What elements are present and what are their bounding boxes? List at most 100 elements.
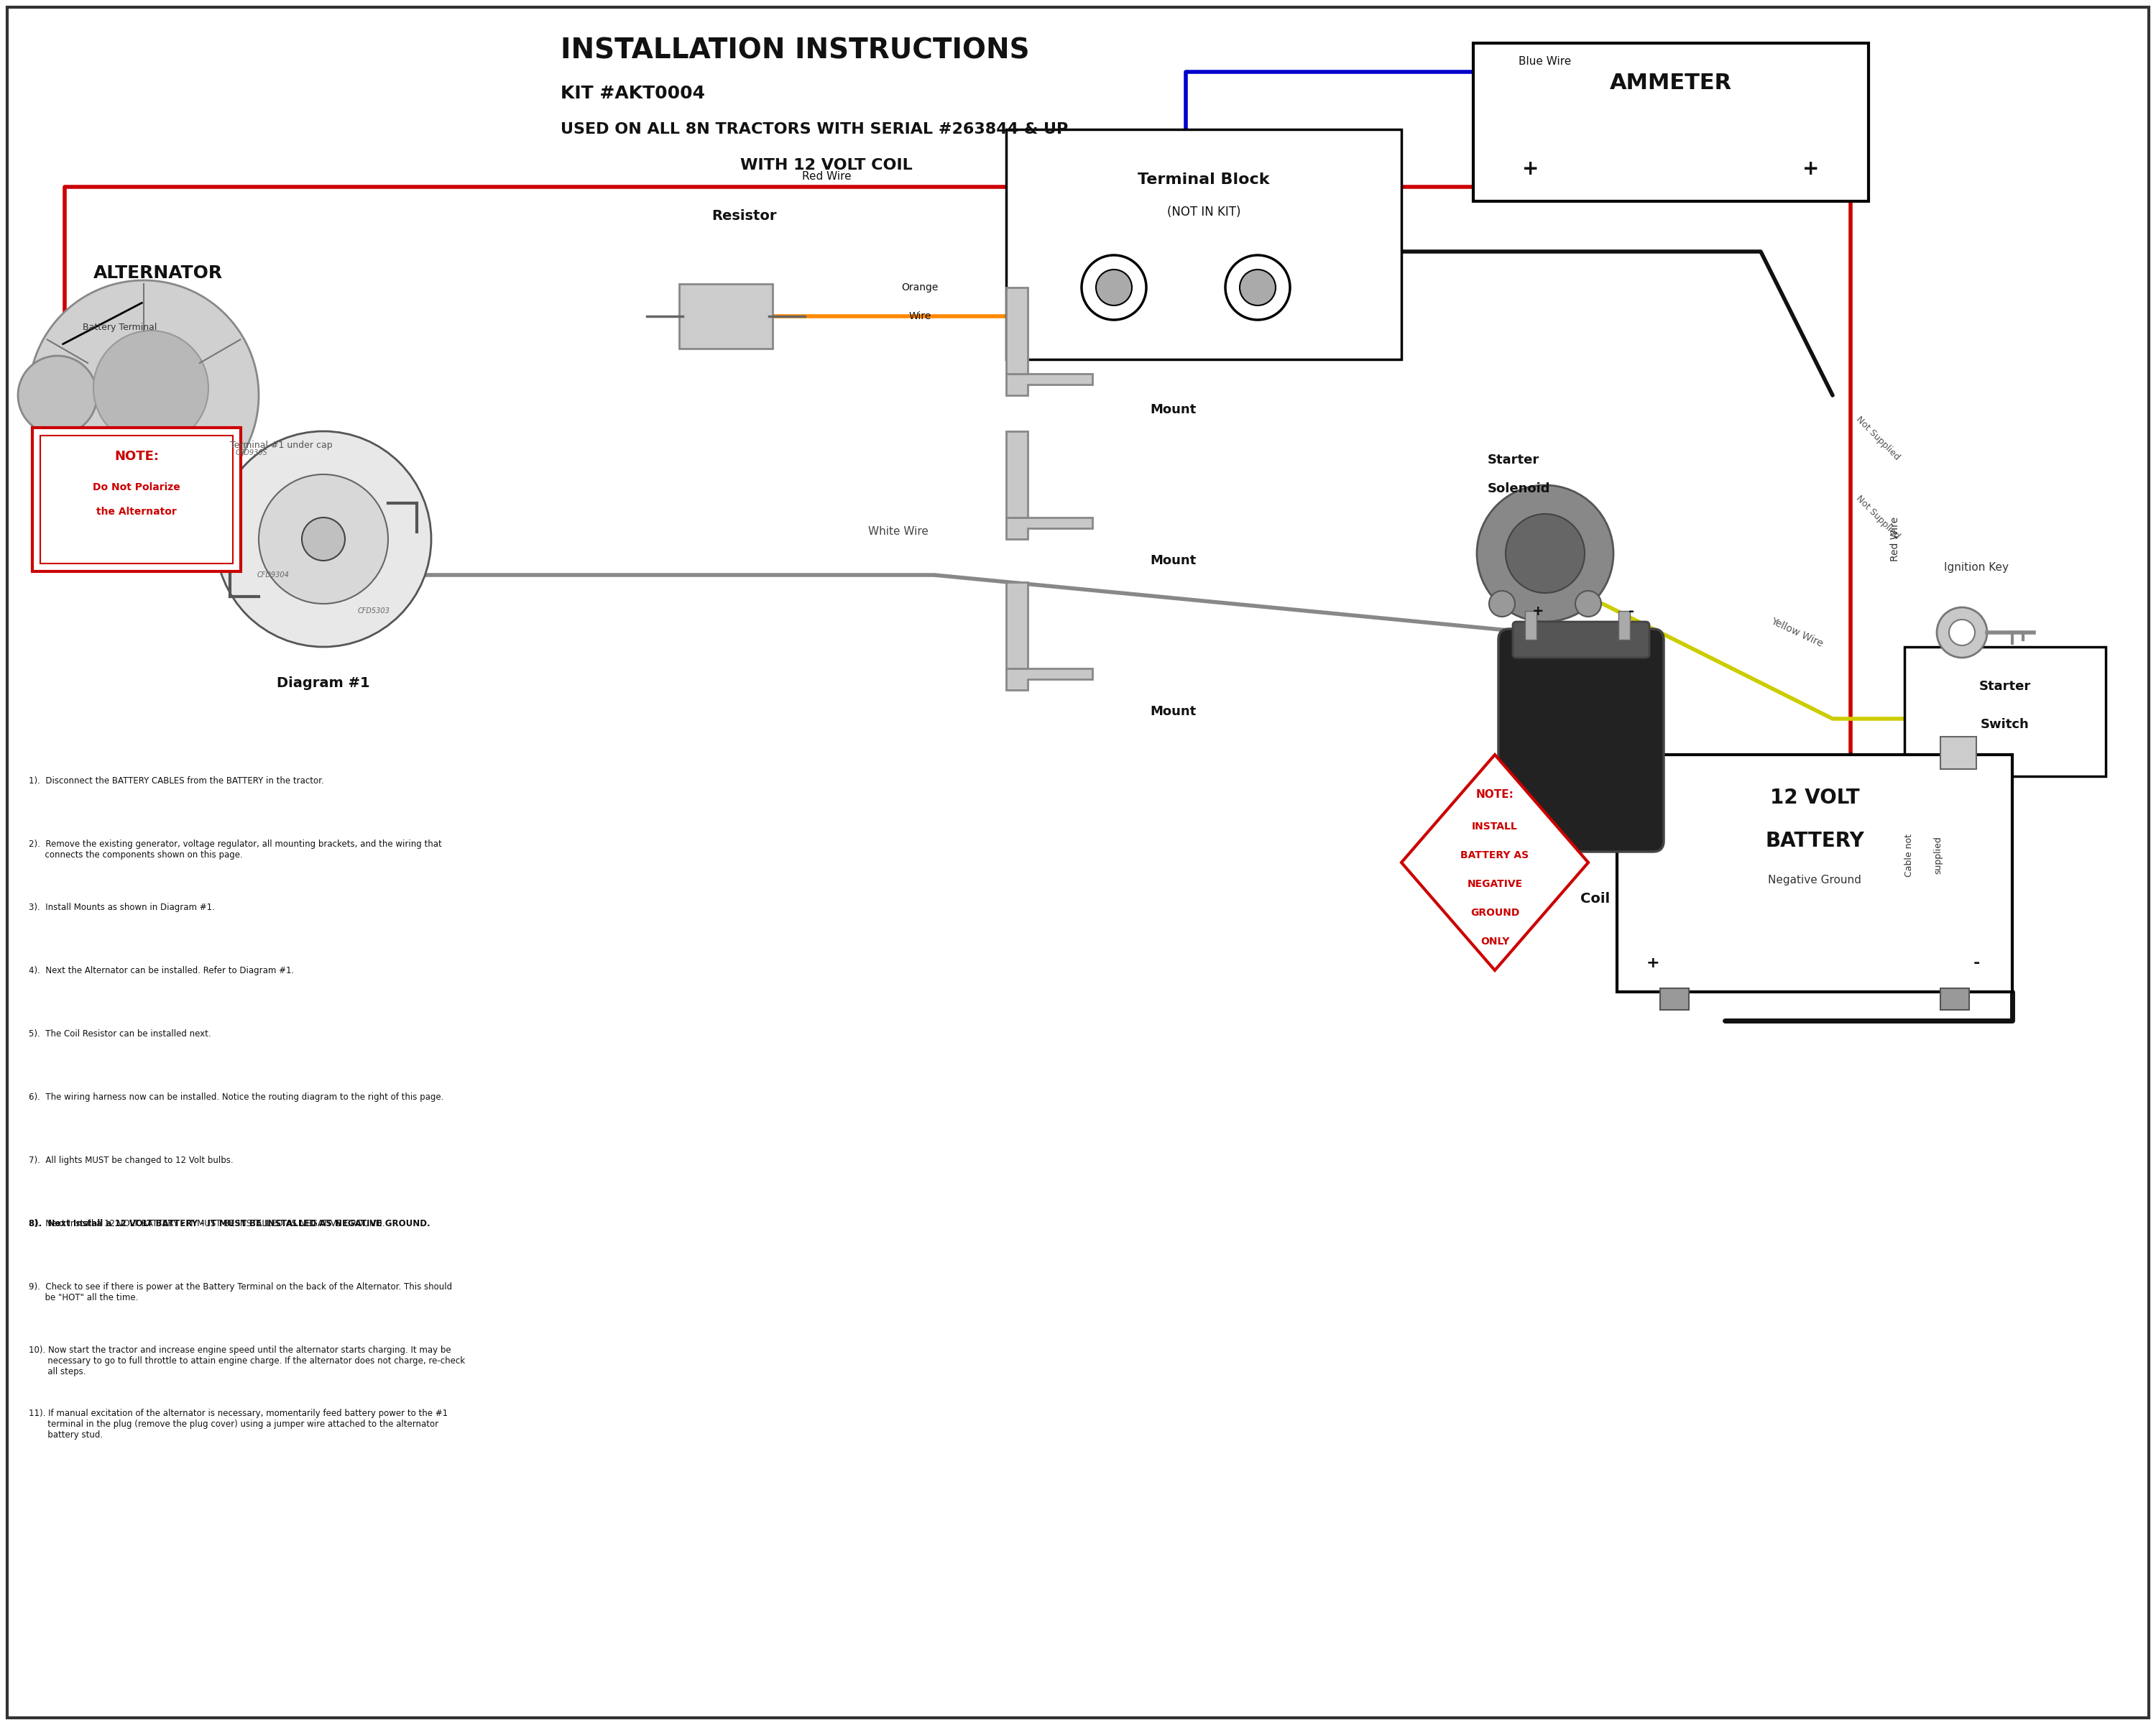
Text: BATTERY AS: BATTERY AS (1460, 850, 1529, 861)
Bar (1660, 988, 1688, 1009)
Text: the Alternator: the Alternator (97, 507, 177, 517)
Bar (1619, 611, 1630, 640)
Text: CFD5303: CFD5303 (358, 607, 390, 614)
Polygon shape (1007, 431, 1028, 518)
Text: AMMETER: AMMETER (1611, 72, 1731, 93)
Text: 3).  Install Mounts as shown in Diagram #1.: 3). Install Mounts as shown in Diagram #… (28, 902, 216, 913)
FancyBboxPatch shape (1007, 129, 1401, 359)
Text: Mount: Mount (1149, 706, 1197, 718)
Polygon shape (1007, 288, 1028, 374)
Circle shape (216, 431, 431, 647)
Text: GROUND: GROUND (1470, 907, 1520, 918)
Text: 8).  Next Install a 12 VOLT BATTERY - IT MUST BE INSTALLED AS NEGATIVE GROUND.: 8). Next Install a 12 VOLT BATTERY - IT … (28, 1220, 431, 1228)
Text: White Wire: White Wire (869, 526, 929, 536)
Text: Ignition Key: Ignition Key (1945, 562, 2009, 573)
Text: +: + (1647, 956, 1660, 969)
Text: Coil: Coil (1580, 892, 1611, 906)
Text: Terminal #1 under cap: Terminal #1 under cap (231, 442, 332, 450)
Text: Wire: Wire (908, 310, 931, 321)
Circle shape (1082, 255, 1147, 319)
Text: Terminal Block: Terminal Block (1138, 172, 1270, 186)
Polygon shape (1007, 518, 1093, 538)
Text: 5).  The Coil Resistor can be installed next.: 5). The Coil Resistor can be installed n… (28, 1030, 211, 1038)
FancyBboxPatch shape (1498, 630, 1664, 852)
Circle shape (17, 355, 97, 435)
Text: 12 VOLT: 12 VOLT (1770, 788, 1858, 807)
Bar (1524, 611, 1537, 640)
Text: +: + (1802, 159, 1820, 179)
Text: 8).  Next Install a 12 VOLT BATTERY - IT MUST BE INSTALLED AS NEGATIVE GROUND.: 8). Next Install a 12 VOLT BATTERY - IT … (28, 1220, 384, 1228)
Polygon shape (1007, 374, 1093, 395)
Text: Blue Wire: Blue Wire (1518, 55, 1572, 67)
Text: INSTALLATION INSTRUCTIONS: INSTALLATION INSTRUCTIONS (561, 36, 1031, 64)
Text: Battery Terminal: Battery Terminal (82, 323, 157, 331)
Text: CFD9304: CFD9304 (257, 571, 289, 578)
Text: (NOT IN KIT): (NOT IN KIT) (1166, 205, 1240, 219)
Text: Solenoid: Solenoid (1488, 483, 1550, 495)
Text: NOTE:: NOTE: (1477, 788, 1514, 800)
Text: Not Supplied: Not Supplied (1854, 414, 1902, 462)
Text: Not Supplied: Not Supplied (1854, 493, 1902, 542)
Text: 6).  The wiring harness now can be installed. Notice the routing diagram to the : 6). The wiring harness now can be instal… (28, 1092, 444, 1102)
Text: Starter: Starter (1488, 454, 1539, 466)
Circle shape (93, 331, 209, 445)
Text: Red Wire: Red Wire (1891, 518, 1899, 561)
Text: 7).  All lights MUST be changed to 12 Volt bulbs.: 7). All lights MUST be changed to 12 Vol… (28, 1156, 233, 1164)
Text: KIT #AKT0004: KIT #AKT0004 (561, 85, 705, 102)
Circle shape (28, 279, 259, 511)
Text: 9).  Check to see if there is power at the Battery Terminal on the back of the A: 9). Check to see if there is power at th… (28, 1282, 453, 1302)
Text: NOTE:: NOTE: (114, 450, 160, 462)
Circle shape (1936, 607, 1988, 657)
FancyBboxPatch shape (1904, 647, 2106, 776)
Text: WITH 12 VOLT COIL: WITH 12 VOLT COIL (740, 159, 912, 172)
Text: 11). If manual excitation of the alternator is necessary, momentarily feed batte: 11). If manual excitation of the alterna… (28, 1409, 448, 1440)
Text: Do Not Polarize: Do Not Polarize (93, 483, 181, 492)
FancyBboxPatch shape (679, 285, 772, 348)
Text: NEGATIVE: NEGATIVE (1466, 880, 1522, 888)
FancyBboxPatch shape (41, 435, 233, 564)
Polygon shape (1007, 581, 1028, 668)
Text: -: - (1973, 956, 1979, 969)
Circle shape (259, 474, 388, 604)
Circle shape (1505, 514, 1585, 593)
Text: Yellow Wire: Yellow Wire (1770, 616, 1824, 649)
Text: 2).  Remove the existing generator, voltage regulator, all mounting brackets, an: 2). Remove the existing generator, volta… (28, 840, 442, 859)
Text: ALTERNATOR: ALTERNATOR (93, 264, 222, 281)
Text: Negative Ground: Negative Ground (1768, 875, 1861, 887)
Text: supplied: supplied (1934, 837, 1943, 875)
Text: USED ON ALL 8N TRACTORS WITH SERIAL #263844 & UP: USED ON ALL 8N TRACTORS WITH SERIAL #263… (561, 122, 1067, 136)
Polygon shape (1401, 756, 1589, 969)
Text: 4).  Next the Alternator can be installed. Refer to Diagram #1.: 4). Next the Alternator can be installed… (28, 966, 293, 975)
Bar (1940, 737, 1977, 769)
Text: +: + (1522, 159, 1539, 179)
Text: BATTERY: BATTERY (1766, 831, 1865, 850)
Text: Resistor: Resistor (711, 209, 776, 223)
Bar (1940, 988, 1968, 1009)
Text: Starter: Starter (1979, 680, 2031, 693)
Text: Diagram #1: Diagram #1 (276, 676, 371, 690)
Polygon shape (1007, 668, 1093, 690)
FancyBboxPatch shape (32, 428, 241, 571)
Text: CFD9305: CFD9305 (235, 448, 267, 457)
Text: Switch: Switch (1981, 718, 2029, 731)
Circle shape (1490, 590, 1516, 616)
Text: Cable not: Cable not (1904, 833, 1915, 876)
Text: Red Wire: Red Wire (802, 171, 852, 181)
Text: 1).  Disconnect the BATTERY CABLES from the BATTERY in the tractor.: 1). Disconnect the BATTERY CABLES from t… (28, 776, 323, 785)
Circle shape (1576, 590, 1602, 616)
FancyBboxPatch shape (1473, 43, 1869, 202)
Circle shape (1477, 485, 1613, 621)
Circle shape (1240, 269, 1276, 305)
Text: Mount: Mount (1149, 554, 1197, 568)
Circle shape (302, 518, 345, 561)
Circle shape (1095, 269, 1132, 305)
Text: Mount: Mount (1149, 404, 1197, 416)
Circle shape (1225, 255, 1289, 319)
FancyBboxPatch shape (1514, 621, 1649, 657)
Text: -: - (1628, 604, 1634, 618)
Text: 10). Now start the tractor and increase engine speed until the alternator starts: 10). Now start the tractor and increase … (28, 1346, 466, 1377)
Text: ONLY: ONLY (1481, 937, 1509, 947)
Text: Orange: Orange (901, 283, 938, 293)
Text: INSTALL: INSTALL (1473, 821, 1518, 831)
Text: +: + (1533, 604, 1544, 618)
